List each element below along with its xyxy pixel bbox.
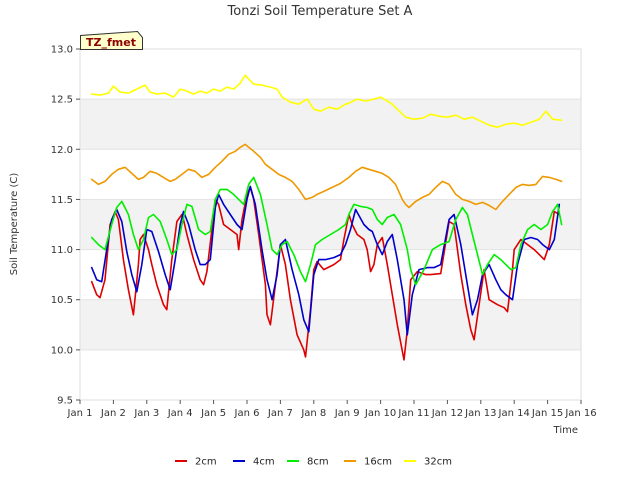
x-tick-label-12: Jan 13 [464, 408, 496, 419]
x-tick-label-7: Jan 8 [300, 408, 326, 419]
series-line-2cm [90, 186, 561, 361]
plot-band-0 [80, 299, 581, 350]
legend-label-8cm: 8cm [307, 457, 329, 468]
y-axis-title: Soil Temperature (C) [9, 173, 20, 276]
series-line-4cm [90, 185, 561, 336]
x-tick-label-11: Jan 12 [431, 408, 463, 419]
y-tick-label-1: 10.0 [51, 345, 73, 356]
x-tick-label-5: Jan 6 [234, 408, 260, 419]
y-tick-label-2: 10.5 [51, 295, 73, 306]
x-tick-label-4: Jan 5 [200, 408, 226, 419]
x-tick-label-8: Jan 9 [334, 408, 360, 419]
x-tick-label-9: Jan 10 [364, 408, 396, 419]
series-line-8cm [90, 176, 563, 286]
y-tick-label-7: 13.0 [51, 45, 73, 56]
x-tick-label-14: Jan 15 [531, 408, 563, 419]
x-tick-label-10: Jan 11 [397, 408, 429, 419]
legend-label-16cm: 16cm [364, 457, 392, 468]
y-tick-label-0: 9.5 [57, 396, 73, 407]
x-axis-title: Time [553, 425, 578, 436]
legend-label-32cm: 32cm [424, 457, 452, 468]
series-line-16cm [90, 143, 563, 211]
x-tick-label-2: Jan 3 [133, 408, 159, 419]
station-badge-box [80, 30, 143, 50]
series-lines [90, 74, 563, 361]
chart-title: Tonzi Soil Temperature Set A [227, 4, 413, 19]
x-tick-label-0: Jan 1 [67, 408, 93, 419]
series-line-32cm [90, 74, 563, 128]
y-tick-label-4: 11.5 [51, 195, 73, 206]
legend-label-2cm: 2cm [195, 457, 217, 468]
station-badge-label: TZ_fmet [86, 36, 136, 49]
x-tick-label-13: Jan 14 [498, 408, 530, 419]
y-tick-label-6: 12.5 [51, 95, 73, 106]
y-tick-label-5: 12.0 [51, 145, 73, 156]
x-tick-label-3: Jan 4 [167, 408, 193, 419]
x-tick-label-6: Jan 7 [267, 408, 293, 419]
y-tick-label-3: 11.0 [51, 245, 73, 256]
legend-label-4cm: 4cm [253, 457, 275, 468]
x-tick-label-15: Jan 16 [564, 408, 596, 419]
y-axis-ticks: 9.5 10.0 10.5 11.0 11.5 12.0 12.5 13.0 [51, 45, 80, 407]
x-tick-label-1: Jan 2 [100, 408, 126, 419]
plot-background-bands [80, 99, 581, 350]
station-badge: TZ_fmet [80, 30, 143, 50]
x-axis-ticks: Jan 1 Jan 2 Jan 3 Jan 4 Jan 5 Jan 6 Jan 7 Jan 8… [67, 400, 597, 419]
plot-frame [79, 48, 582, 401]
legend: 2cm 4cm 8cm 16cm 32cm [175, 457, 452, 468]
